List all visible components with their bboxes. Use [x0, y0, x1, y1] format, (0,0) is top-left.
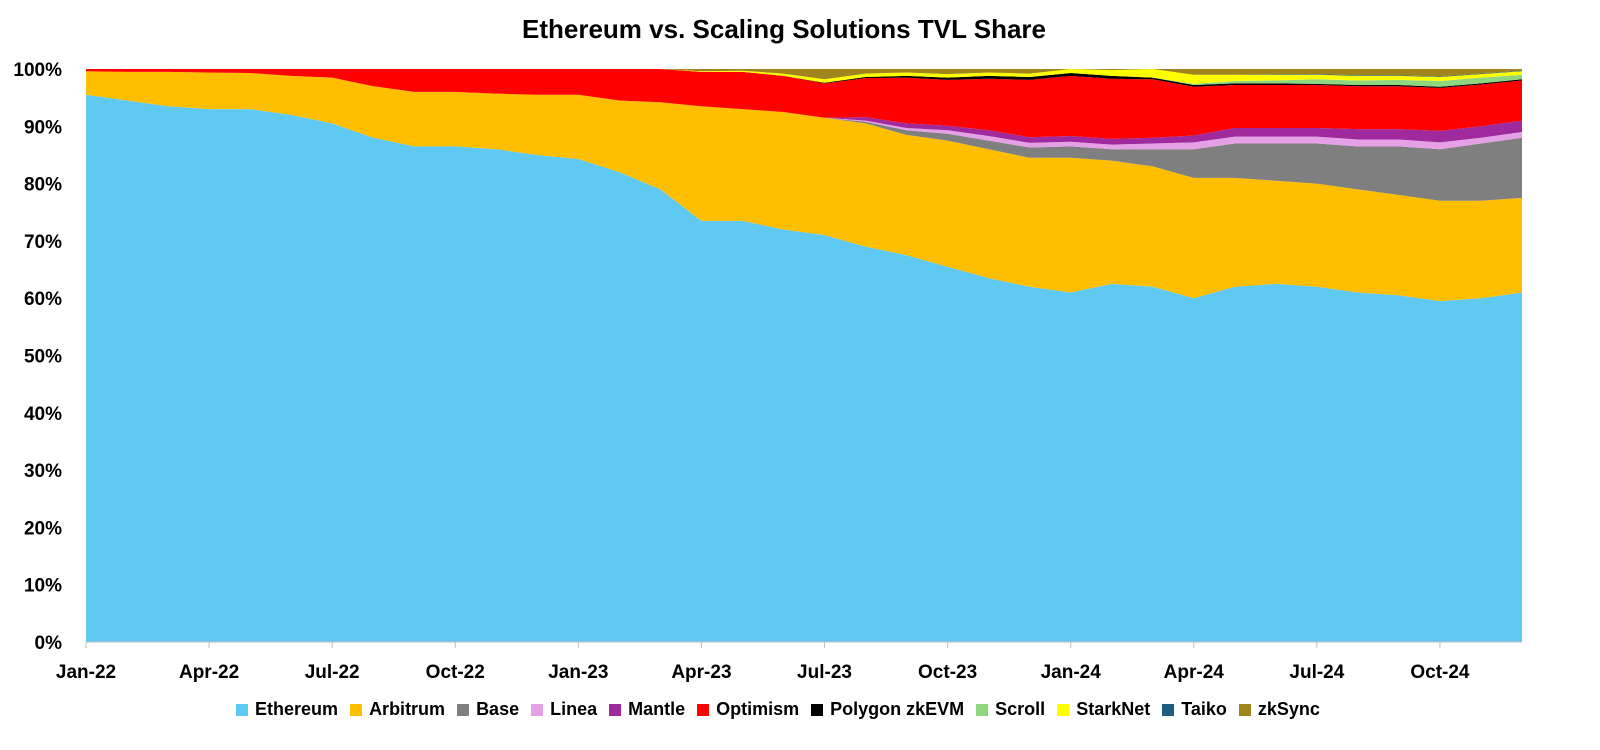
area-ethereum [86, 94, 1522, 642]
y-tick-label: 50% [24, 347, 62, 368]
legend-swatch [976, 703, 989, 716]
legend-swatch [1162, 703, 1175, 716]
area-arbitrum [86, 71, 1522, 302]
legend-swatch [697, 703, 710, 716]
y-tick-label: 0% [35, 633, 63, 654]
legend-item-linea: Linea [531, 699, 597, 720]
legend-label: Linea [550, 699, 598, 719]
legend-swatch [609, 703, 622, 716]
y-tick-label: 30% [24, 461, 62, 482]
x-tick-label: Apr-24 [1164, 662, 1225, 683]
legend-item-ethereum: Ethereum [236, 699, 338, 720]
x-tick-label: Oct-23 [918, 662, 977, 683]
area-optimism [86, 69, 1522, 139]
x-tick-label: Jul-22 [305, 662, 360, 683]
legend-item-taiko: Taiko [1162, 699, 1227, 720]
legend-item-zksync: zkSync [1238, 699, 1320, 720]
y-tick-label: 90% [24, 117, 62, 138]
legend-label: Polygon zkEVM [830, 699, 965, 719]
legend-item-starknet: StarkNet [1057, 699, 1150, 720]
legend-label: Optimism [716, 699, 800, 719]
area-layer [86, 69, 1522, 642]
legend-label: Scroll [995, 699, 1046, 719]
area-linea [86, 71, 1522, 150]
area-mantle [86, 71, 1522, 145]
legend-label: zkSync [1257, 699, 1320, 719]
y-tick-label: 10% [24, 576, 62, 597]
legend-item-mantle: Mantle [609, 699, 685, 720]
legend-label: Ethereum [255, 699, 339, 719]
legend-label: Mantle [628, 699, 686, 719]
x-tick-label: Jan-22 [56, 662, 116, 683]
legend-item-optimism: Optimism [697, 699, 799, 720]
x-tick-label: Jan-24 [1041, 662, 1102, 683]
legend-swatch [1238, 703, 1251, 716]
y-tick-label: 70% [24, 232, 62, 253]
axes-layer: 0% 10% 20% 30% 40% 50% 60% 70% 80% 90% 100% Jan-22 A… [13, 60, 1522, 683]
x-tick-label: Jul-23 [797, 662, 852, 683]
y-tick-label: 100% [13, 60, 62, 81]
x-tick-label: Oct-22 [426, 662, 485, 683]
legend-label: Taiko [1181, 699, 1227, 719]
x-tick-label: Apr-22 [179, 662, 239, 683]
legend: Ethereum Arbitrum Base Linea Mantle Optimism P… [0, 699, 1568, 720]
legend-swatch [350, 703, 363, 716]
y-tick-label: 80% [24, 175, 62, 196]
area-scroll [86, 69, 1522, 87]
x-tick-label: Jan-23 [548, 662, 608, 683]
y-tick-label: 60% [24, 289, 62, 310]
legend-swatch [531, 703, 544, 716]
x-tick-label: Oct-24 [1410, 662, 1470, 683]
legend-label: StarkNet [1076, 699, 1151, 719]
area-polygon-zkevm [86, 69, 1522, 88]
area-base [86, 71, 1522, 201]
y-tick-label: 20% [24, 518, 62, 539]
x-tick-label: Jul-24 [1289, 662, 1344, 683]
legend-swatch [1057, 703, 1070, 716]
area-starknet [86, 69, 1522, 84]
legend-label: Arbitrum [369, 699, 446, 719]
x-tick-label: Apr-23 [671, 662, 731, 683]
legend-label: Base [476, 699, 520, 719]
legend-item-arbitrum: Arbitrum [350, 699, 445, 720]
area-zksync [86, 69, 1522, 80]
legend-item-base: Base [457, 699, 519, 720]
chart-title: Ethereum vs. Scaling Solutions TVL Share [522, 14, 1046, 44]
legend-swatch [457, 703, 470, 716]
legend-item-polygon-zkevm: Polygon zkEVM [811, 699, 964, 720]
y-tick-label: 40% [24, 404, 62, 425]
legend-swatch [236, 703, 249, 716]
legend-swatch [811, 703, 824, 716]
legend-item-scroll: Scroll [976, 699, 1045, 720]
